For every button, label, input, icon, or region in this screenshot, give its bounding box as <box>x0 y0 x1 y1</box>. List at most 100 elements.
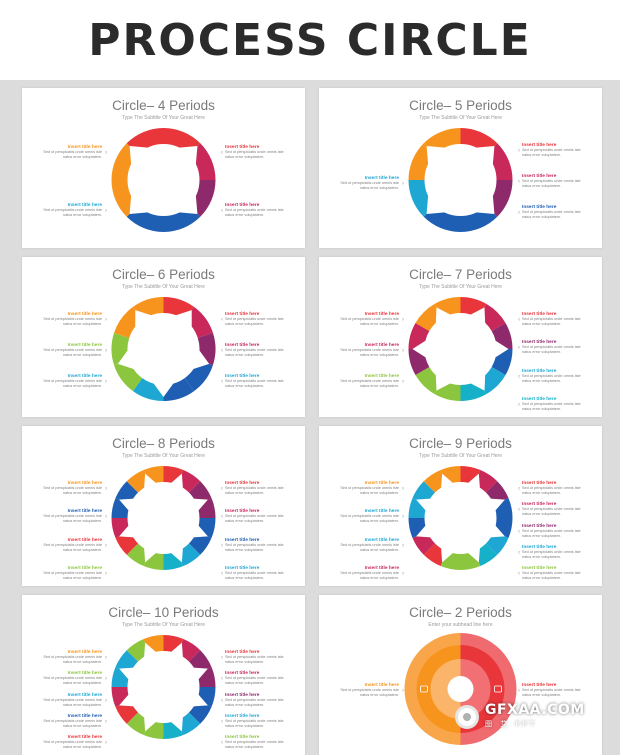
item-title: Insert title here <box>67 481 102 486</box>
item-description: natus error voluptatem. <box>522 554 562 559</box>
slide-card[interactable]: Circle– 6 Periods Type The Subtitle Of Yo… <box>22 257 305 417</box>
process-ring <box>111 635 216 739</box>
ring-notch <box>143 473 158 491</box>
ring-notch <box>440 545 455 563</box>
slide-title: Circle– 5 Periods <box>409 98 512 113</box>
watermark-subtext: 图 艾 PPT <box>485 720 538 728</box>
process-item-right: Insert title here Sed ut perspiciatis und… <box>225 714 300 729</box>
process-item-left: Insert title here Sed ut perspiciatis und… <box>324 374 399 389</box>
item-description: natus error voluptatem. <box>359 576 399 580</box>
item-description: Sed ut perspiciatis unde omnis iste <box>522 549 581 554</box>
half-circle-left <box>430 659 461 719</box>
slide-card[interactable]: Circle– 10 Periods Type The Subtitle Of Y… <box>22 595 305 755</box>
item-title: Insert title here <box>67 537 102 543</box>
chevron-right-icon: › <box>105 740 107 746</box>
process-item-left: Insert title here Sed ut perspiciatis und… <box>324 176 399 191</box>
item-description: natus error voluptatem. <box>359 186 399 190</box>
process-item-left: Insert title here Sed ut perspiciatis und… <box>324 683 399 698</box>
folder-icon <box>494 685 502 693</box>
chevron-left-icon: ‹ <box>221 676 223 683</box>
item-title: Insert title here <box>522 683 557 688</box>
process-item-left: Insert title here Sed ut perspiciatis und… <box>27 714 102 729</box>
item-description: natus error voluptatem. <box>62 213 102 217</box>
slide-card[interactable]: Circle– 5 Periods Type The Subtitle Of Yo… <box>319 88 602 248</box>
item-description: Sed ut perspiciatis unde omnis iste <box>43 348 102 352</box>
process-item-right: Insert title here Sed ut perspiciatis und… <box>225 312 300 327</box>
item-description: Sed ut perspiciatis unde omnis iste <box>43 317 102 321</box>
ring-notch <box>143 545 158 563</box>
item-description: natus error voluptatem. <box>522 378 562 383</box>
process-item-left: Insert title here Sed ut perspiciatis und… <box>324 481 399 496</box>
item-description: Sed ut perspiciatis unde omnis iste <box>522 571 581 575</box>
process-item-left: Insert title here Sed ut perspiciatis und… <box>324 566 399 581</box>
item-description: natus error voluptatem. <box>62 681 102 686</box>
process-ring <box>111 466 216 570</box>
ring-segment <box>423 469 447 493</box>
process-item-right: Insert title here Sed ut perspiciatis und… <box>522 397 597 412</box>
ring-notch <box>151 380 176 397</box>
chevron-right-icon: › <box>105 486 107 492</box>
slide-title: Circle– 7 Periods <box>409 267 512 282</box>
slide-card[interactable]: Circle– 8 Periods Type The Subtitle Of Yo… <box>22 426 305 586</box>
item-description: Sed ut perspiciatis unde omnis iste <box>522 179 581 183</box>
item-title: Insert title here <box>225 203 260 208</box>
process-item-left: Insert title here Sed ut perspiciatis und… <box>324 509 399 524</box>
item-title: Insert title here <box>225 671 260 677</box>
item-title: Insert title here <box>225 650 260 655</box>
item-title: Insert title here <box>67 343 102 348</box>
ring-segment <box>126 638 150 662</box>
chevron-right-icon: › <box>402 379 404 385</box>
process-item-right: Insert title here Sed ut perspiciatis und… <box>522 545 597 560</box>
watermark-logo-icon <box>455 705 479 729</box>
item-title: Insert title here <box>364 374 399 379</box>
chevron-right-icon: › <box>105 208 107 214</box>
slide-card[interactable]: Circle– 9 Periods Type The Subtitle Of Yo… <box>319 426 602 586</box>
item-title: Insert title here <box>522 340 557 346</box>
item-description: Sed ut perspiciatis unde omnis iste <box>522 486 581 490</box>
ring-notch <box>119 692 136 707</box>
item-title: Insert title here <box>67 692 102 698</box>
process-item-right: Insert title here Sed ut perspiciatis und… <box>225 650 300 665</box>
ring-center <box>425 145 496 215</box>
chevron-left-icon: ‹ <box>221 542 223 549</box>
chevron-left-icon: ‹ <box>518 148 520 154</box>
item-title: Insert title here <box>522 502 557 508</box>
item-description: natus error voluptatem. <box>359 353 399 357</box>
item-title: Insert title here <box>364 343 399 348</box>
item-description: Sed ut perspiciatis unde omnis iste <box>225 208 284 212</box>
item-description: Sed ut perspiciatis unde omnis iste <box>522 317 581 321</box>
ring-segment <box>126 712 150 736</box>
ring-segment <box>415 367 443 395</box>
item-description: Sed ut perspiciatis unde omnis iste <box>340 688 399 692</box>
chevron-right-icon: › <box>402 486 404 492</box>
ring-notch <box>416 523 433 538</box>
item-title: Insert title here <box>225 343 260 348</box>
item-title: Insert title here <box>67 713 102 719</box>
ring-notch <box>117 347 137 371</box>
item-description: natus error voluptatem. <box>359 322 399 326</box>
process-item-right: Insert title here Sed ut perspiciatis und… <box>522 369 597 384</box>
slide-subtitle: Enter your subhead line here <box>428 622 493 628</box>
chevron-left-icon: ‹ <box>518 507 520 514</box>
slide-title: Circle– 9 Periods <box>409 436 512 451</box>
slide-card[interactable]: Circle– 4 Periods Type The Subtitle Of Yo… <box>22 88 305 248</box>
slide-card[interactable]: Circle– 7 Periods Type The Subtitle Of Yo… <box>319 257 602 417</box>
circle-center <box>447 676 474 702</box>
ring-segment <box>163 378 195 401</box>
slide-subtitle: Type The Subtitle Of Your Great Here <box>418 284 502 290</box>
slide-subtitle: Type The Subtitle Of Your Great Here <box>121 284 205 290</box>
item-description: Sed ut perspiciatis unde omnis iste <box>522 210 581 214</box>
ring-segment <box>188 700 212 724</box>
item-description: natus error voluptatem. <box>225 213 265 217</box>
item-description: Sed ut perspiciatis unde omnis iste <box>43 542 102 547</box>
item-title: Insert title here <box>67 374 102 379</box>
ring-notch <box>190 347 210 371</box>
item-title: Insert title here <box>67 145 102 150</box>
item-title: Insert title here <box>67 735 102 740</box>
item-description: Sed ut perspiciatis unde omnis iste <box>522 345 581 350</box>
item-title: Insert title here <box>67 312 102 317</box>
item-description: Sed ut perspiciatis unde omnis iste <box>340 486 399 490</box>
chevron-left-icon: ‹ <box>221 208 223 214</box>
item-description: natus error voluptatem. <box>62 519 102 524</box>
ring-center <box>128 483 199 553</box>
